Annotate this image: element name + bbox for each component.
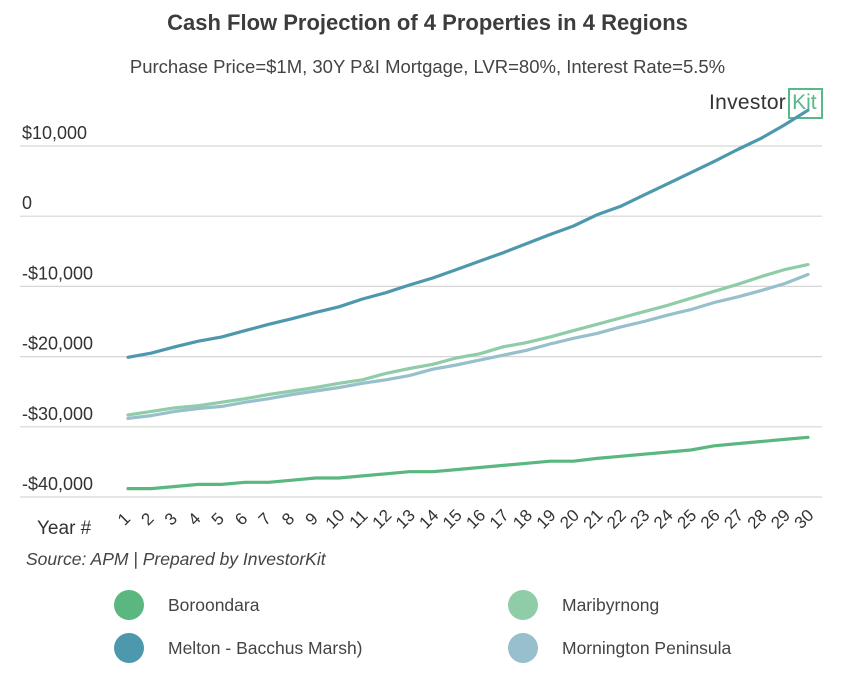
legend-label: Mornington Peninsula <box>562 637 732 658</box>
x-tick-label: 30 <box>791 506 818 533</box>
x-tick-label: 8 <box>278 509 298 529</box>
series-line-boroondara <box>126 435 810 491</box>
x-tick-label: 3 <box>161 509 181 529</box>
chart-subtitle: Purchase Price=$1M, 30Y P&I Mortgage, LV… <box>129 56 726 77</box>
y-tick-label: -$40,000 <box>22 474 93 494</box>
series-line-maribyrnong <box>126 263 810 417</box>
legend-item: Boroondara <box>114 590 259 620</box>
legend-swatch <box>114 633 144 663</box>
legend-item: Melton - Bacchus Marsh) <box>114 633 363 663</box>
series-line-mornington-peninsula <box>126 272 810 420</box>
y-tick-label: -$20,000 <box>22 334 93 354</box>
legend-label: Melton - Bacchus Marsh) <box>168 637 363 658</box>
legend-swatch <box>114 590 144 620</box>
source-note: Source: APM | Prepared by InvestorKit <box>26 549 326 569</box>
chart-title: Cash Flow Projection of 4 Properties in … <box>167 10 688 35</box>
legend-label: Maribyrnong <box>562 594 660 615</box>
x-tick-label: 2 <box>137 509 157 529</box>
legend-label: Boroondara <box>168 594 260 615</box>
x-tick-label: 10 <box>322 506 349 533</box>
logo-text: Investor <box>709 91 787 114</box>
y-tick-label: $10,000 <box>22 123 87 143</box>
x-tick-label: 9 <box>302 509 322 529</box>
x-tick-label: 6 <box>231 509 251 529</box>
x-tick-label: 4 <box>184 509 204 529</box>
legend-item: Maribyrnong <box>508 590 659 620</box>
legend-item: Mornington Peninsula <box>508 633 731 663</box>
y-tick-label: 0 <box>22 193 32 213</box>
series-line-melton-bacchus-marsh <box>126 108 810 359</box>
y-tick-label: -$10,000 <box>22 263 93 283</box>
y-tick-label: -$30,000 <box>22 404 93 424</box>
x-tick-label: 7 <box>255 509 275 529</box>
x-axis-label: Year # <box>37 518 92 539</box>
legend-swatch <box>508 590 538 620</box>
x-tick-label: 5 <box>208 509 228 529</box>
legend-swatch <box>508 633 538 663</box>
x-tick-label: 1 <box>114 509 134 529</box>
investorkit-logo: Investor Kit <box>709 87 823 119</box>
logo-box-text: Kit <box>788 87 823 119</box>
